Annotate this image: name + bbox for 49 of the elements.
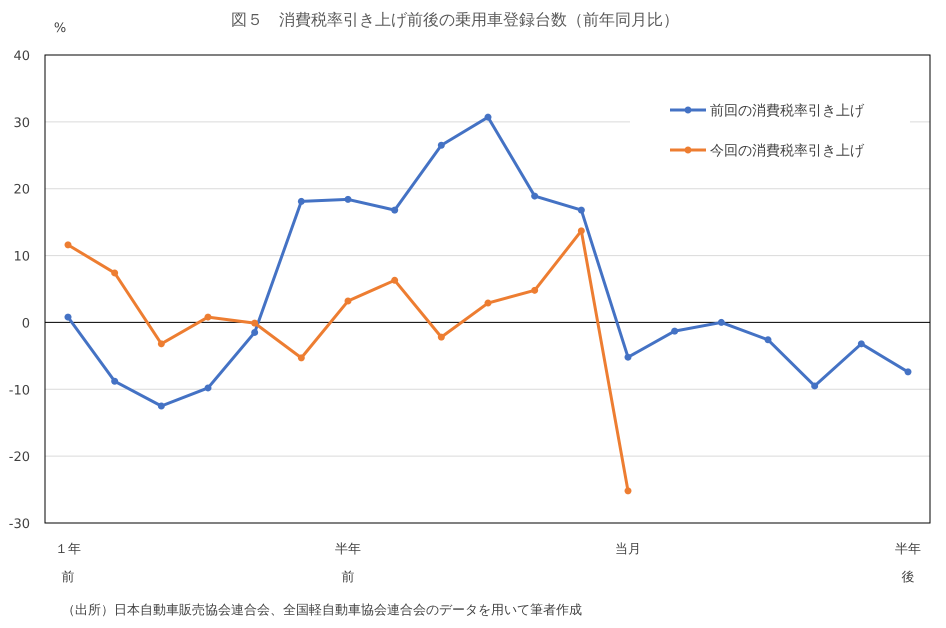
point xyxy=(111,378,118,385)
y-tick-label: 20 xyxy=(13,182,30,198)
point xyxy=(578,227,585,234)
legend-label: 前回の消費税率引き上げ xyxy=(710,103,865,119)
point xyxy=(64,314,72,321)
y-tick-label: -30 xyxy=(8,517,30,532)
text: （出所）日本自動車販売協会連合会、全国軽自動車協会連合会のデータを用いて筆者作成 xyxy=(62,603,582,618)
point xyxy=(858,340,865,348)
point xyxy=(438,334,445,341)
point xyxy=(344,298,352,305)
point xyxy=(718,318,725,326)
y-tick-label: 30 xyxy=(13,116,30,131)
point xyxy=(391,206,398,214)
point xyxy=(531,192,538,200)
point xyxy=(251,320,258,327)
y-tick-label: 0 xyxy=(22,316,30,332)
point xyxy=(438,142,445,149)
x-tick-label: １年前 xyxy=(55,542,81,585)
y-tick-label: 40 xyxy=(13,49,30,64)
y-axis-title: % xyxy=(54,21,66,36)
legend-label: 今回の消費税率引き上げ xyxy=(710,143,865,159)
x-tick-label: 半年後 xyxy=(895,542,921,585)
point xyxy=(624,354,632,361)
point xyxy=(298,354,305,362)
point xyxy=(391,276,398,284)
point xyxy=(204,314,212,321)
chart-title: 図５ 消費税率引き上げ前後の乗用車登録台数（前年同月比） xyxy=(231,10,679,29)
y-tick-label: -20 xyxy=(8,450,30,466)
point xyxy=(811,382,818,390)
point xyxy=(298,198,305,205)
point xyxy=(624,487,632,494)
x-tick-label: 当月 xyxy=(615,542,641,557)
y-tick-label: 10 xyxy=(13,250,30,265)
point xyxy=(251,328,258,336)
point xyxy=(484,114,492,121)
x-tick-label: 半年前 xyxy=(335,542,361,585)
point xyxy=(158,340,165,348)
point xyxy=(64,241,72,248)
point xyxy=(344,196,352,203)
point xyxy=(158,402,165,410)
point xyxy=(671,328,678,335)
point xyxy=(531,286,538,294)
point xyxy=(904,368,912,376)
point xyxy=(111,269,118,276)
y-tick-label: -10 xyxy=(8,383,30,398)
point xyxy=(204,384,212,392)
point xyxy=(578,206,585,214)
point xyxy=(764,336,772,344)
point xyxy=(484,300,492,307)
